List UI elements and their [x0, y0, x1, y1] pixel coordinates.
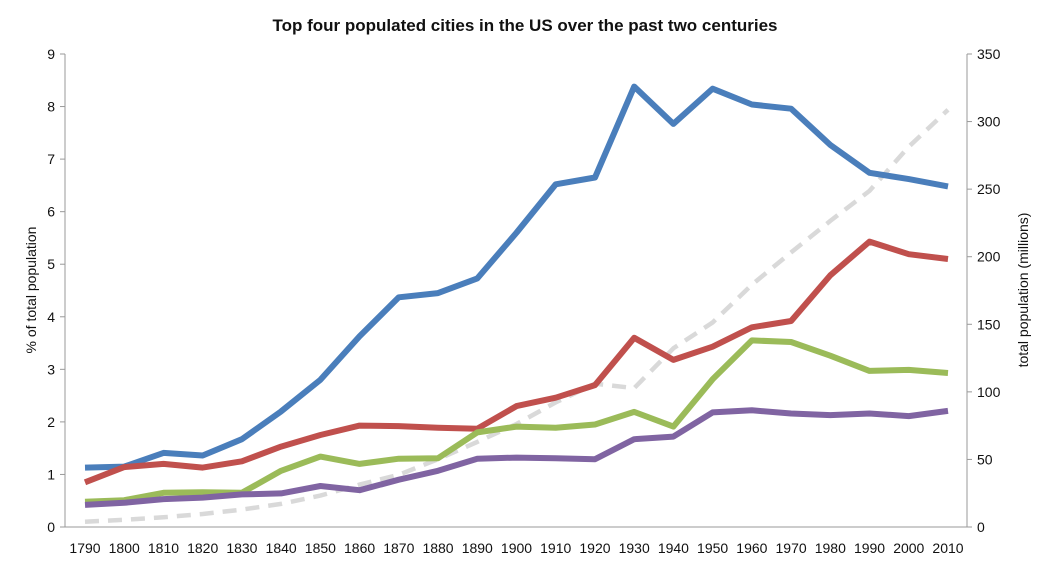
left-y-tick-label: 5 — [47, 256, 55, 272]
series-line-3 — [84, 337, 949, 505]
x-tick-label: 2010 — [932, 540, 963, 556]
right-y-axis-label: total population (millions) — [1015, 213, 1031, 368]
left-y-tick-label: 9 — [47, 46, 55, 62]
right-y-tick-label: 50 — [977, 451, 993, 467]
right-y-tick-label: 300 — [977, 114, 1001, 130]
left-y-tick-label: 6 — [47, 204, 55, 220]
x-tick-label: 1840 — [266, 540, 297, 556]
x-tick-label: 1930 — [619, 540, 650, 556]
x-tick-label: 1890 — [462, 540, 493, 556]
series-line-2 — [83, 238, 949, 486]
left-y-tick-label: 2 — [47, 414, 55, 430]
chart-title: Top four populated cities in the US over… — [272, 16, 777, 35]
x-tick-label: 1960 — [736, 540, 767, 556]
x-tick-label: 1910 — [540, 540, 571, 556]
left-y-tick-label: 8 — [47, 99, 55, 115]
x-tick-label: 1950 — [697, 540, 728, 556]
series-lines — [83, 83, 950, 524]
left-y-tick-label: 3 — [47, 361, 55, 377]
x-tick-label: 2000 — [893, 540, 924, 556]
x-tick-label: 1920 — [579, 540, 610, 556]
x-tick-label: 1990 — [854, 540, 885, 556]
x-tick-label: 1830 — [226, 540, 257, 556]
x-tick-label: 1860 — [344, 540, 375, 556]
x-tick-labels: 1790 1800 1810 1820 1830 1840 1850 1860 1870 1880… — [69, 540, 963, 556]
right-y-tick-label: 350 — [977, 46, 1001, 62]
left-y-tick-labels: 0 1 2 3 4 5 6 7 8 9 — [47, 46, 65, 535]
right-y-tick-label: 150 — [977, 316, 1001, 332]
x-tick-label: 1820 — [187, 540, 218, 556]
right-y-tick-label: 100 — [977, 384, 1001, 400]
right-y-tick-label: 0 — [977, 519, 985, 535]
x-tick-label: 1940 — [658, 540, 689, 556]
x-tick-label: 1970 — [776, 540, 807, 556]
right-y-tick-label: 250 — [977, 181, 1001, 197]
x-tick-label: 1880 — [422, 540, 453, 556]
right-y-tick-labels: 0 50 100 150 200 250 300 350 — [967, 46, 1001, 535]
series-line-1 — [84, 83, 949, 471]
series-line-4 — [84, 407, 949, 508]
x-tick-label: 1900 — [501, 540, 532, 556]
x-tick-label: 1800 — [109, 540, 140, 556]
left-y-axis-label: % of total population — [23, 227, 39, 354]
left-y-tick-label: 7 — [47, 151, 55, 167]
x-tick-label: 1850 — [305, 540, 336, 556]
right-y-tick-label: 200 — [977, 249, 1001, 265]
x-tick-label: 1980 — [815, 540, 846, 556]
x-tick-label: 1790 — [69, 540, 100, 556]
x-tick-label: 1870 — [383, 540, 414, 556]
left-y-tick-label: 0 — [47, 519, 55, 535]
left-y-tick-label: 4 — [47, 309, 55, 325]
x-tick-label: 1810 — [148, 540, 179, 556]
left-y-tick-label: 1 — [47, 466, 55, 482]
